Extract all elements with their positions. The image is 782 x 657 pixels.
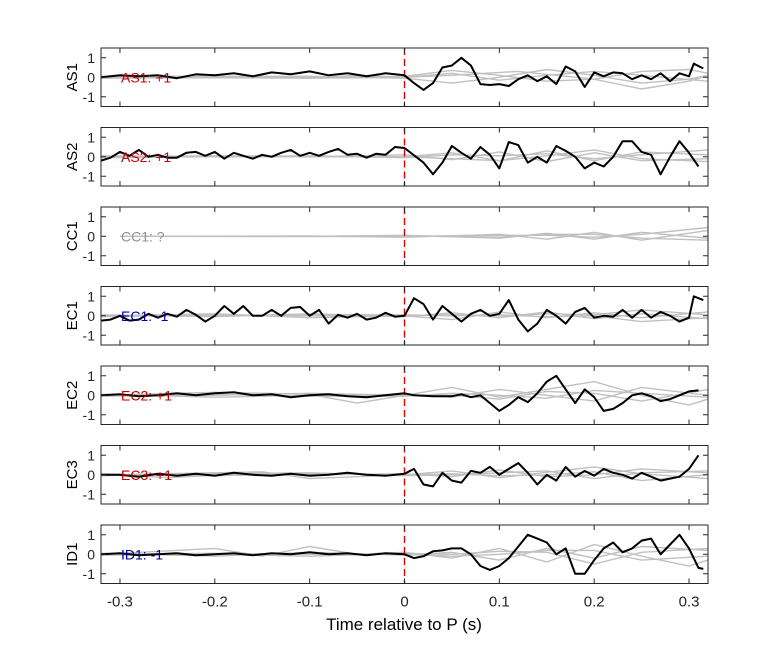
y-tick-label: 1 <box>87 129 95 145</box>
waveform-ec1 <box>101 295 704 333</box>
y-tick-label: -1 <box>83 407 96 423</box>
y-tick-label: -1 <box>83 327 96 343</box>
station-label-ec1: EC1 <box>64 301 81 330</box>
station-label-cc1: CC1 <box>64 221 81 251</box>
x-tick-label: 0.1 <box>489 594 510 611</box>
y-tick-label: 1 <box>87 447 95 463</box>
y-tick-label: 0 <box>87 308 95 324</box>
waveform-id1 <box>101 533 704 575</box>
polarity-label-ec1: EC1: -1 <box>121 308 169 324</box>
background-trace-ec2-2 <box>101 386 708 402</box>
waveform-as2 <box>101 140 700 176</box>
x-tick-label: 0 <box>400 594 408 611</box>
background-trace-id1-1 <box>101 543 708 567</box>
y-tick-label: -1 <box>83 566 96 582</box>
polarity-label-as2: AS2: +1 <box>121 149 171 165</box>
y-tick-label: -1 <box>83 486 96 502</box>
x-tick-label: -0.1 <box>297 594 323 611</box>
y-tick-label: 1 <box>87 527 95 543</box>
background-trace-as1-4 <box>101 70 708 90</box>
y-tick-label: 0 <box>87 546 95 562</box>
station-label-as2: AS2 <box>64 143 81 171</box>
background-trace-cc1-4 <box>120 233 708 241</box>
polarity-label-as1: AS1: +1 <box>121 69 171 85</box>
x-tick-label: -0.2 <box>202 594 228 611</box>
y-tick-label: 0 <box>87 467 95 483</box>
background-trace-as2-4 <box>101 149 708 163</box>
polarity-label-ec3: EC3: +1 <box>121 467 172 483</box>
x-axis-label: Time relative to P (s) <box>326 615 482 634</box>
station-label-id1: ID1 <box>64 543 81 566</box>
station-label-ec3: EC3 <box>64 460 81 489</box>
y-tick-label: 0 <box>87 149 95 165</box>
y-tick-label: 0 <box>87 69 95 85</box>
y-tick-label: -1 <box>83 248 96 264</box>
y-tick-label: 1 <box>87 209 95 225</box>
y-tick-label: 0 <box>87 228 95 244</box>
waveform-as1 <box>101 56 704 91</box>
waveform-ec3 <box>101 454 700 488</box>
station-label-ec2: EC2 <box>64 381 81 410</box>
station-label-as1: AS1 <box>64 63 81 91</box>
x-tick-label: 0.3 <box>679 594 700 611</box>
y-tick-label: -1 <box>83 168 96 184</box>
polarity-label-cc1: CC1: ? <box>121 228 165 244</box>
background-trace-ec3-2 <box>101 468 708 479</box>
y-tick-label: 1 <box>87 288 95 304</box>
x-tick-label: -0.3 <box>107 594 133 611</box>
polarity-label-ec2: EC2: +1 <box>121 387 172 403</box>
y-tick-label: 0 <box>87 387 95 403</box>
y-tick-label: 1 <box>87 50 95 66</box>
x-axis: -0.3 -0.2 -0.1 0 0.1 0.2 0.3 <box>107 594 699 611</box>
waveform-ec2 <box>101 374 699 412</box>
y-tick-label: 1 <box>87 368 95 384</box>
x-tick-label: 0.2 <box>584 594 605 611</box>
y-tick-label: -1 <box>83 89 96 105</box>
polarity-label-id1: ID1: -1 <box>121 546 163 562</box>
